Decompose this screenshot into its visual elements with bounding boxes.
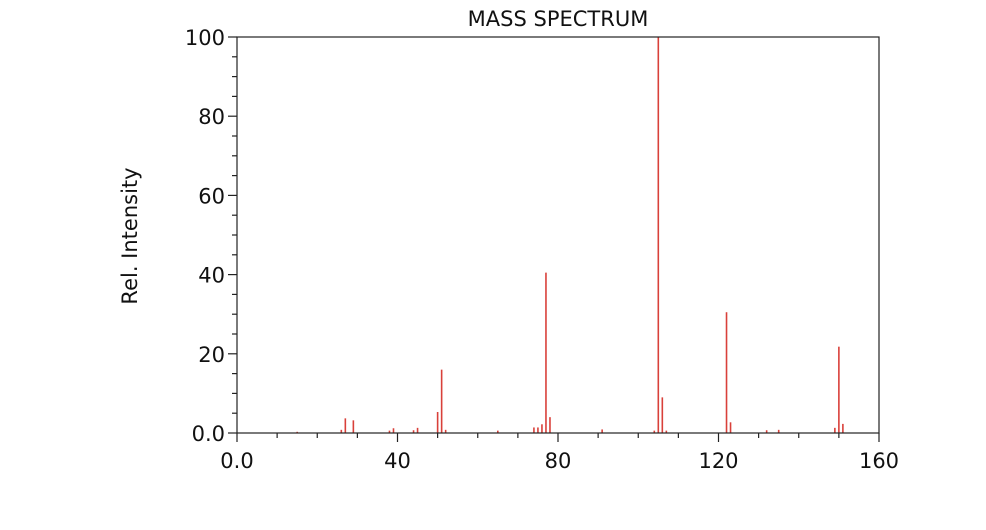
y-axis-label: Rel. Intensity	[118, 167, 142, 304]
x-tick-label: 40	[384, 449, 411, 473]
plot-frame	[236, 36, 880, 434]
y-tick-label: 80	[198, 105, 225, 129]
y-tick-label: 0.0	[192, 422, 225, 446]
y-tick-label: 60	[198, 184, 225, 208]
y-axis: 0.0 20 40 60 80 100	[185, 26, 237, 446]
x-tick-label: 120	[698, 449, 738, 473]
x-tick-label: 160	[859, 449, 899, 473]
peaks-group	[296, 37, 844, 433]
chart-title: MASS SPECTRUM	[468, 7, 649, 31]
x-axis: 0.0 40 80 120 160	[220, 433, 899, 473]
x-tick-label: 80	[545, 449, 572, 473]
y-tick-label: 20	[198, 343, 225, 367]
x-tick-label: 0.0	[220, 449, 253, 473]
y-tick-label: 100	[185, 26, 225, 50]
y-tick-label: 40	[198, 264, 225, 288]
